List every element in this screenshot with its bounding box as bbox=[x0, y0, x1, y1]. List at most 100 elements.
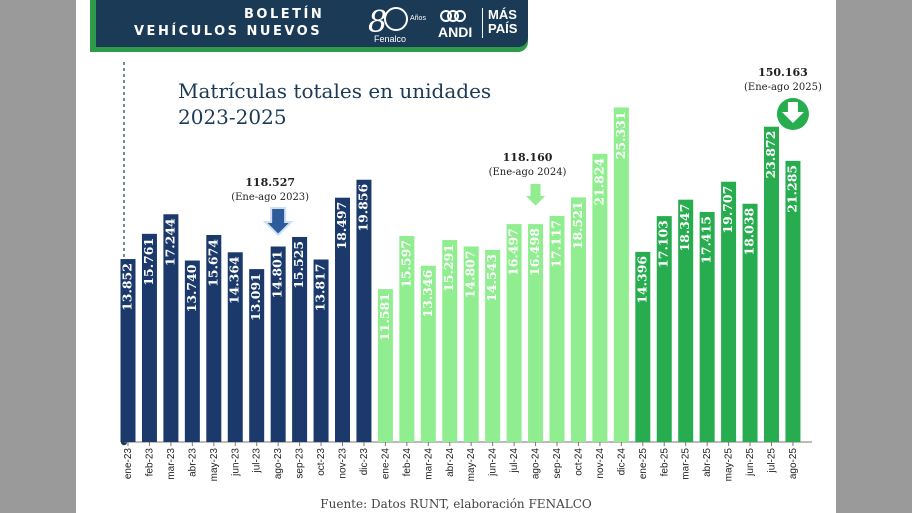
bar-feb-25 bbox=[656, 216, 672, 442]
logo-separator bbox=[482, 8, 483, 38]
bar-jun-25 bbox=[742, 203, 758, 442]
bar-ene-23 bbox=[120, 259, 136, 442]
bar-value-label: 13.091 bbox=[248, 273, 263, 321]
bar-jun-24 bbox=[485, 249, 501, 442]
chart-subtitle: 2023-2025 bbox=[178, 105, 287, 129]
x-tick-label: may-23 bbox=[209, 448, 220, 482]
chart-title: Matrículas totales en unidades bbox=[178, 79, 492, 103]
x-tick-label: dic-24 bbox=[616, 448, 627, 476]
bar-value-label: 13.346 bbox=[420, 269, 435, 317]
annotation-period: (Ene-ago 2023) bbox=[231, 192, 309, 203]
x-tick-label: feb-23 bbox=[144, 448, 155, 477]
bar-value-label: 17.415 bbox=[699, 216, 714, 264]
down-arrow-icon bbox=[521, 182, 550, 209]
svg-text:Años: Años bbox=[410, 15, 426, 22]
x-tick-label: mar-24 bbox=[423, 448, 434, 480]
x-tick-label: abr-24 bbox=[445, 448, 456, 477]
bar-jun-23 bbox=[227, 252, 243, 442]
svg-text:8: 8 bbox=[368, 5, 387, 40]
bar-abr-24 bbox=[442, 240, 458, 442]
bar-value-label: 15.674 bbox=[205, 239, 220, 287]
x-tick-label: ene-25 bbox=[638, 448, 649, 480]
bar-nov-23 bbox=[335, 197, 350, 442]
bar-mar-25 bbox=[678, 199, 694, 442]
x-tick-label: jun-24 bbox=[488, 448, 499, 477]
bar-mar-23 bbox=[163, 214, 179, 442]
andi-logo-text: ANDI bbox=[438, 24, 473, 40]
bar-value-label: 13.740 bbox=[184, 264, 199, 312]
bar-jul-25 bbox=[764, 126, 779, 442]
bar-value-label: 25.331 bbox=[613, 111, 628, 159]
bar-oct-23 bbox=[313, 259, 329, 442]
banner-title-line2: VEHÍCULOS NUEVOS bbox=[134, 24, 323, 39]
bar-value-label: 13.852 bbox=[120, 263, 135, 311]
bar-ene-25 bbox=[635, 251, 651, 442]
source-note: Fuente: Datos RUNT, elaboración FENALCO bbox=[320, 497, 592, 511]
bar-value-label: 16.498 bbox=[527, 228, 542, 276]
banner-title-line1: BOLETÍN bbox=[244, 7, 325, 22]
x-tick-label: abr-23 bbox=[187, 448, 198, 477]
annotation-period: (Ene-ago 2025) bbox=[744, 82, 822, 93]
bar-value-label: 21.285 bbox=[784, 165, 799, 213]
bar-value-label: 17.117 bbox=[549, 220, 564, 268]
header-banner bbox=[96, 0, 528, 47]
bar-value-label: 19.707 bbox=[720, 186, 735, 234]
x-tick-label: ago-24 bbox=[531, 448, 542, 480]
x-tick-label: jun-25 bbox=[745, 448, 756, 477]
bar-value-label: 16.497 bbox=[506, 228, 521, 276]
bar-value-label: 14.801 bbox=[270, 251, 285, 299]
bar-value-label: 17.103 bbox=[656, 220, 671, 268]
bar-value-label: 15.291 bbox=[441, 244, 456, 292]
x-tick-label: abr-25 bbox=[702, 448, 713, 477]
svg-text:Fenalco: Fenalco bbox=[374, 34, 406, 44]
bar-abr-23 bbox=[184, 260, 200, 442]
x-tick-label: ene-24 bbox=[380, 448, 391, 480]
bar-ene-24 bbox=[377, 289, 393, 442]
andi-logo-icon bbox=[440, 10, 466, 22]
bar-nov-24 bbox=[592, 153, 608, 442]
x-tick-label: ene-23 bbox=[123, 448, 134, 480]
bar-value-label: 11.581 bbox=[377, 293, 392, 341]
bar-value-label: 19.856 bbox=[355, 183, 370, 231]
x-tick-label: mar-25 bbox=[681, 448, 692, 480]
bar-value-label: 18.347 bbox=[677, 204, 692, 252]
bar-may-25 bbox=[721, 181, 737, 442]
x-tick-label: may-25 bbox=[724, 448, 735, 482]
mas-pais-line1: MÁS bbox=[488, 7, 517, 22]
bar-value-label: 15.597 bbox=[398, 240, 413, 288]
bar-sep-23 bbox=[292, 236, 308, 442]
annotation-period: (Ene-ago 2024) bbox=[489, 167, 567, 178]
x-tick-label: oct-24 bbox=[573, 448, 584, 476]
down-arrow-icon bbox=[776, 98, 809, 130]
x-tick-label: feb-25 bbox=[659, 448, 670, 477]
bar-jul-23 bbox=[249, 269, 265, 442]
bar-value-label: 21.824 bbox=[591, 157, 606, 205]
bar-value-label: 18.038 bbox=[742, 207, 757, 255]
bar-feb-24 bbox=[399, 236, 415, 442]
bar-value-label: 14.543 bbox=[484, 254, 499, 302]
x-tick-label: may-24 bbox=[466, 448, 477, 482]
mas-pais-line2: PAÍS bbox=[488, 21, 518, 36]
bar-abr-25 bbox=[699, 211, 715, 442]
bar-feb-23 bbox=[141, 233, 157, 442]
annotation-total: 150.163 bbox=[758, 66, 808, 79]
chart-title-block: Matrículas totales en unidades 2023-2025 bbox=[178, 78, 491, 130]
mas-pais-logo: MÁS PAÍS bbox=[488, 8, 517, 36]
bar-value-label: 14.364 bbox=[227, 256, 242, 304]
x-tick-label: mar-23 bbox=[166, 448, 177, 480]
bar-value-label: 18.497 bbox=[334, 202, 349, 250]
fenalco-80-logo: 8 Años Fenalco bbox=[368, 5, 426, 44]
annotation-total: 118.160 bbox=[503, 151, 553, 164]
annotation-total: 118.527 bbox=[245, 176, 295, 189]
x-tick-label: ago-23 bbox=[273, 448, 284, 480]
bar-may-24 bbox=[463, 246, 479, 442]
bar-value-label: 14.807 bbox=[463, 250, 478, 298]
x-tick-label: dic-23 bbox=[359, 448, 370, 476]
x-tick-label: sep-23 bbox=[295, 448, 306, 479]
x-tick-label: jul-24 bbox=[509, 448, 520, 474]
bar-mar-24 bbox=[420, 265, 436, 442]
x-tick-label: jul-25 bbox=[767, 448, 778, 474]
bar-dic-24 bbox=[613, 107, 629, 442]
bar-value-label: 15.761 bbox=[141, 238, 156, 286]
